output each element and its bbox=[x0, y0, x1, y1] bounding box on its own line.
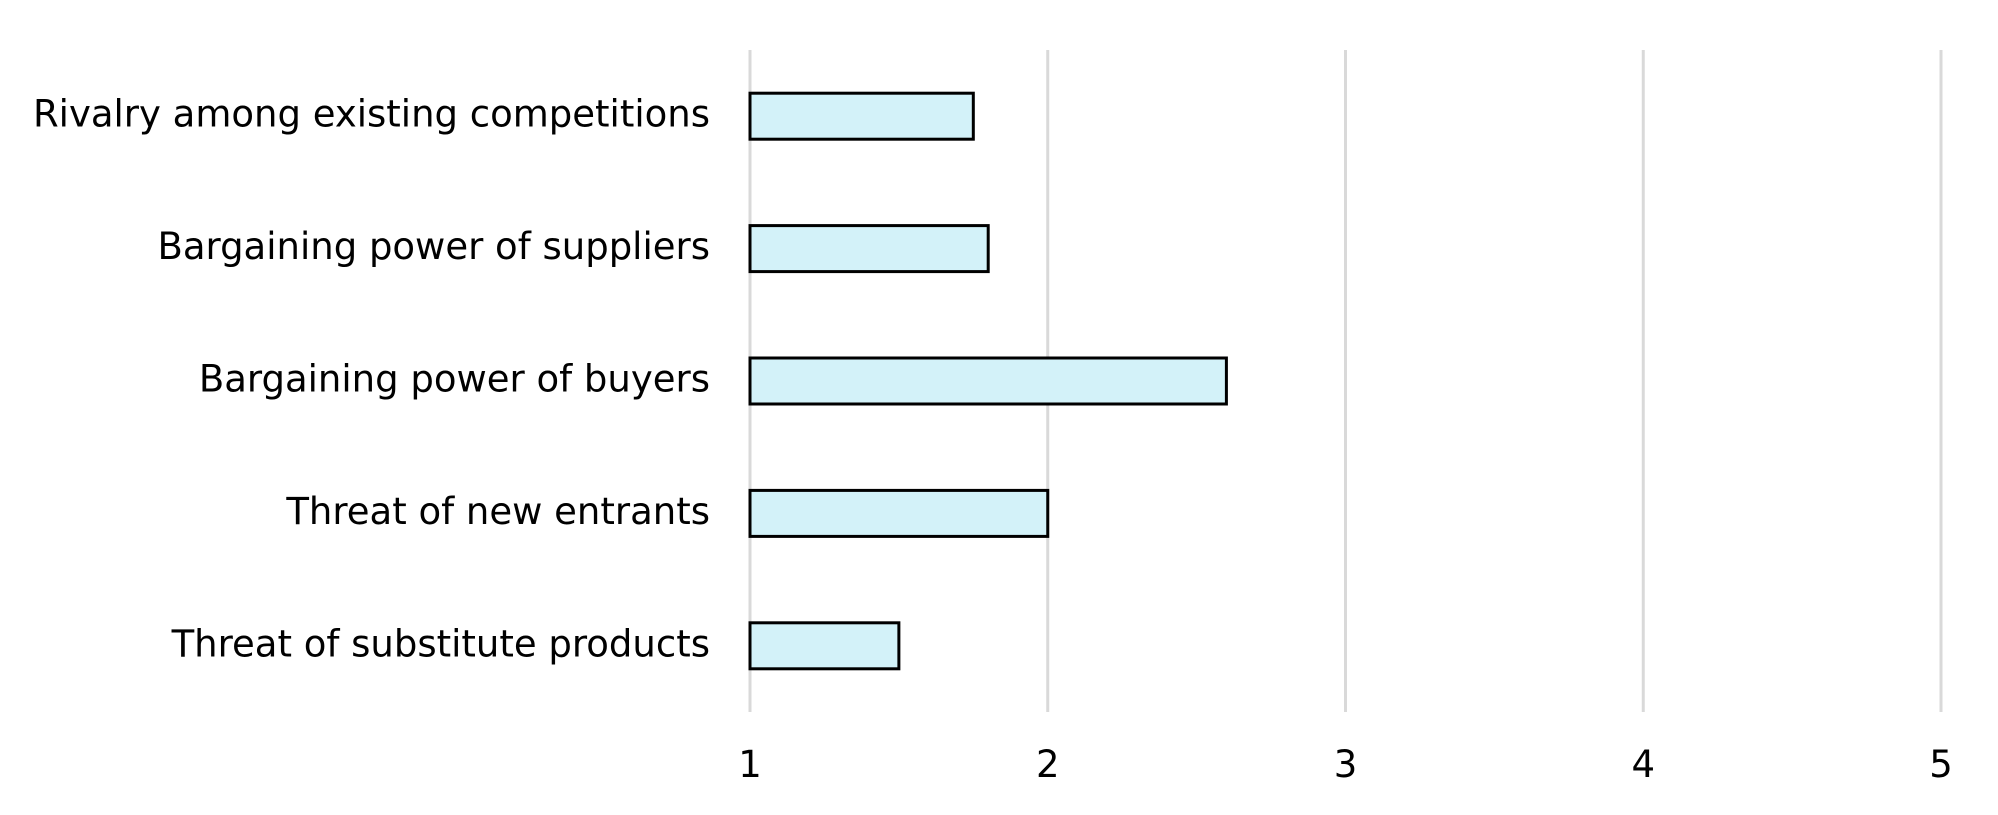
bar bbox=[748, 621, 901, 671]
x-tick-label: 1 bbox=[738, 743, 762, 786]
category-label: Bargaining power of suppliers bbox=[157, 225, 710, 268]
bar bbox=[748, 91, 975, 141]
x-tick-label: 2 bbox=[1036, 743, 1060, 786]
bar bbox=[748, 488, 1050, 538]
category-label: Threat of new entrants bbox=[285, 490, 710, 533]
x-tick-label: 4 bbox=[1631, 743, 1655, 786]
bars bbox=[748, 91, 1228, 671]
category-label: Rivalry among existing competitions bbox=[33, 93, 710, 136]
x-tick-label: 5 bbox=[1929, 743, 1953, 786]
gridlines bbox=[748, 50, 1943, 712]
x-axis-tick-labels: 1 2 3 4 5 bbox=[738, 743, 1953, 786]
category-label: Bargaining power of buyers bbox=[199, 358, 710, 401]
category-label: Threat of substitute products bbox=[171, 622, 710, 665]
bar bbox=[748, 356, 1228, 406]
bar bbox=[748, 224, 990, 274]
x-tick-label: 3 bbox=[1334, 743, 1358, 786]
category-labels: Rivalry among existing competitions Barga… bbox=[33, 93, 710, 666]
